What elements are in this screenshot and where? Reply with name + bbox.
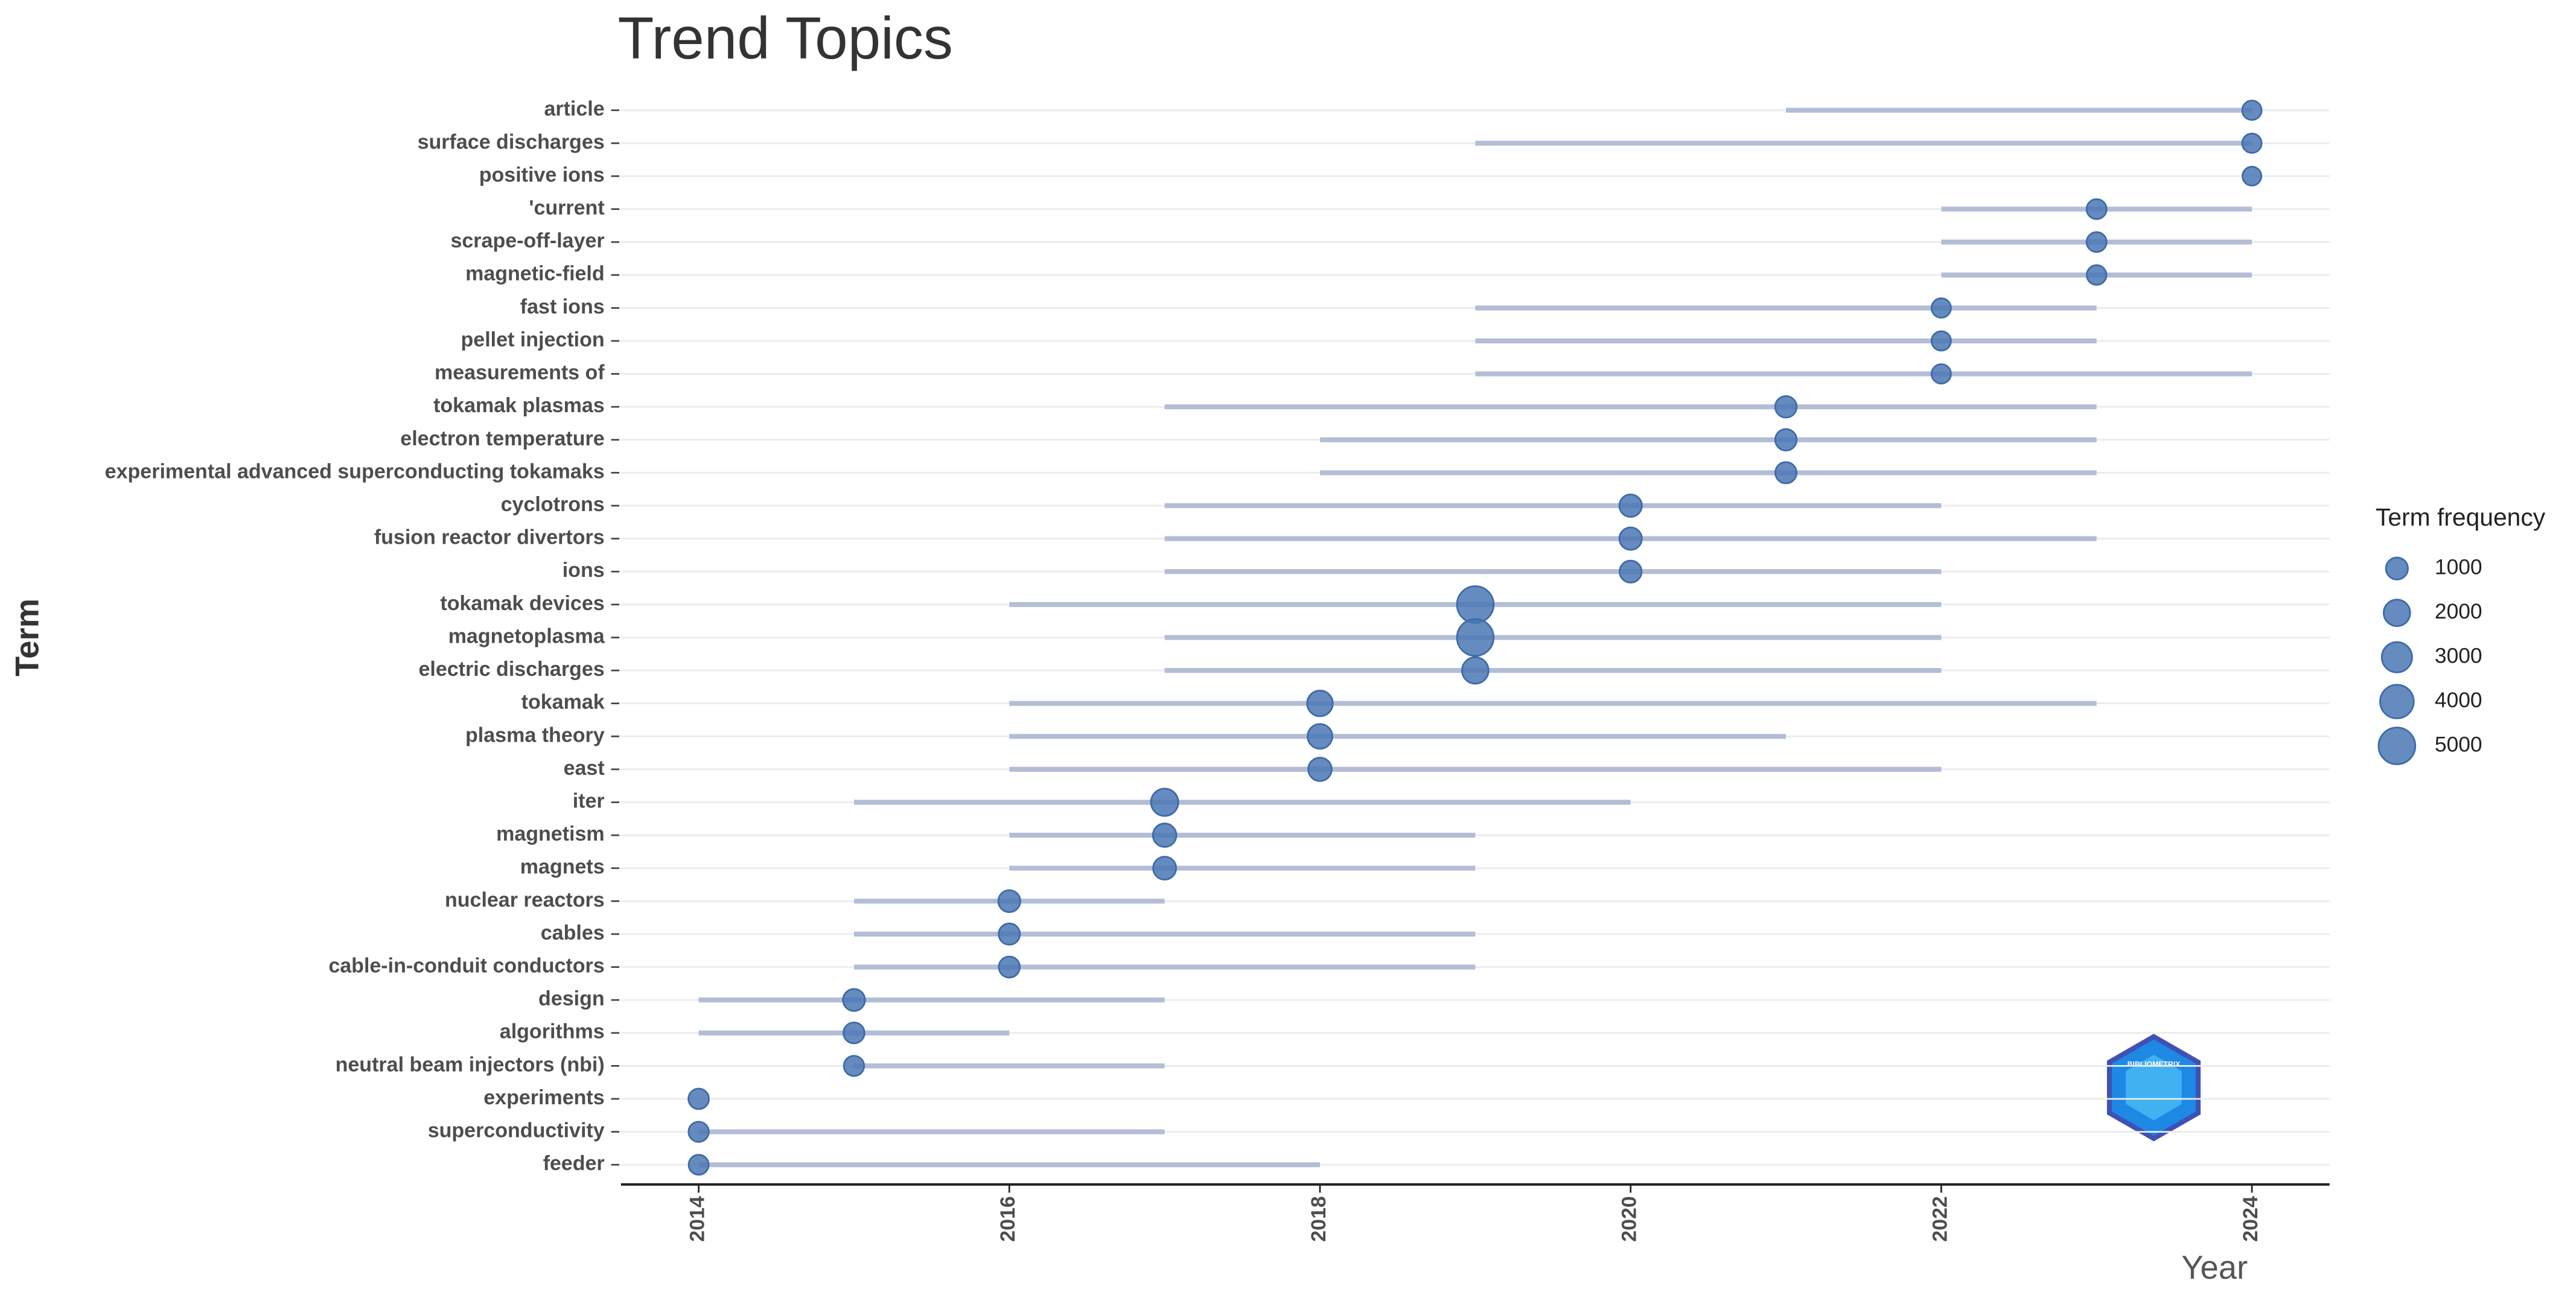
y-tick-label: design [538, 987, 605, 1010]
dot [2085, 198, 2108, 220]
dots [687, 100, 2263, 1176]
legend-dot [2385, 556, 2409, 581]
y-tick-label: positive ions [479, 164, 605, 186]
y-tick-label: magnetoplasma [448, 625, 605, 647]
y-tick-label: article [544, 98, 604, 121]
dot [1456, 585, 1495, 624]
dot [843, 1055, 866, 1077]
legend-dot [2377, 727, 2417, 765]
y-tick-label: measurements of [435, 361, 605, 384]
dot [842, 988, 866, 1012]
logo: BIBLIOMETRIX [2106, 1034, 2201, 1142]
chart-title: Trend Topics [617, 5, 952, 71]
y-tick-label: fusion reactor divertors [374, 526, 605, 549]
y-tick-label: tokamak devices [440, 592, 604, 615]
dot [1618, 493, 1643, 518]
y-tick-label: cables [541, 921, 605, 944]
y-tick-label: cyclotrons [501, 493, 605, 516]
dot [1150, 787, 1179, 817]
legend-label: 4000 [2435, 689, 2482, 712]
legend-dot [2379, 684, 2415, 719]
y-tick-label: surface discharges [418, 130, 605, 153]
dot [1774, 461, 1797, 485]
dot [687, 1154, 710, 1176]
dot [1930, 297, 1952, 319]
y-tick-label: magnets [520, 856, 605, 879]
y-tick-label: electron temperature [400, 427, 604, 450]
y-tick-label: ions [563, 559, 605, 582]
y-tick-label: 'current [529, 197, 604, 220]
legend-label: 1000 [2435, 555, 2482, 579]
dot [687, 1087, 710, 1110]
y-tick-label: tokamak [521, 691, 605, 714]
x-tick-label: 2014 [686, 1196, 709, 1242]
y-tick-label: plasma theory [465, 724, 605, 746]
legend-title: Term frequency [2376, 503, 2546, 531]
dot [1618, 526, 1643, 551]
dot [998, 955, 1021, 979]
dot [1152, 856, 1178, 881]
dot [1774, 428, 1798, 452]
dot [1930, 330, 1952, 352]
legend-label: 2000 [2435, 600, 2482, 623]
legend-label: 3000 [2435, 644, 2482, 667]
y-tick-label: feeder [543, 1152, 605, 1175]
dot [1930, 363, 1952, 385]
y-axis-label: Term [8, 599, 45, 676]
y-tick-label: magnetism [496, 822, 605, 845]
legend-dot [2383, 599, 2411, 627]
x-tick-label: 2022 [1928, 1196, 1951, 1242]
legend-label: 5000 [2435, 733, 2482, 756]
y-tick-label: magnetic-field [465, 262, 605, 285]
dot [1619, 559, 1643, 584]
y-tick-label: neutral beam injectors (nbi) [336, 1053, 605, 1076]
y-tick-label: fast ions [520, 295, 605, 318]
dot [1152, 822, 1178, 848]
y-tick-label: experiments [483, 1086, 604, 1109]
y-tick-label: tokamak plasmas [433, 394, 605, 417]
x-tick-label: 2020 [1618, 1196, 1641, 1242]
dot [1774, 395, 1798, 419]
dot [2241, 100, 2263, 121]
dot [998, 922, 1021, 946]
y-tick-label: east [564, 757, 605, 780]
dot [2085, 231, 2108, 253]
dot [843, 1021, 866, 1045]
dot [1307, 723, 1333, 750]
y-tick-label: scrape-off-layer [450, 229, 604, 252]
logo-text: BIBLIOMETRIX [2128, 1060, 2181, 1068]
dot [1307, 757, 1333, 782]
x-axis-label: Year [2181, 1249, 2248, 1286]
dot [997, 889, 1021, 913]
y-tick-label: cable-in-conduit conductors [328, 955, 604, 978]
dot [687, 1121, 710, 1143]
logo-inner [2126, 1054, 2182, 1121]
y-tick-label: experimental advanced superconducting to… [105, 460, 605, 483]
legend-dot [2380, 641, 2413, 673]
dot [2242, 165, 2263, 186]
y-tick-label: electric discharges [418, 658, 604, 681]
y-tick-label: algorithms [500, 1020, 605, 1043]
y-tick-label: pellet injection [461, 328, 605, 351]
x-tick-label: 2018 [1307, 1196, 1330, 1242]
dot [2085, 264, 2108, 286]
dot [1306, 690, 1334, 717]
y-tick-label: superconductivity [428, 1119, 605, 1142]
y-tick-label: iter [573, 789, 605, 812]
dot [2241, 132, 2263, 154]
y-tick-label: nuclear reactors [445, 888, 605, 911]
x-tick-label: 2016 [996, 1196, 1019, 1242]
dot [1461, 656, 1490, 685]
dot [1456, 618, 1495, 657]
x-tick-label: 2024 [2239, 1196, 2262, 1242]
